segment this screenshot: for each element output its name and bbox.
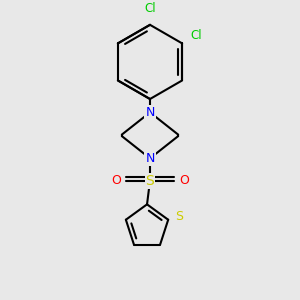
Text: O: O [179, 174, 189, 187]
Text: S: S [146, 174, 154, 188]
Text: N: N [145, 106, 155, 119]
Text: N: N [145, 152, 155, 165]
Text: Cl: Cl [144, 2, 156, 15]
Text: O: O [111, 174, 121, 187]
Text: S: S [176, 210, 184, 223]
Text: Cl: Cl [190, 29, 202, 42]
